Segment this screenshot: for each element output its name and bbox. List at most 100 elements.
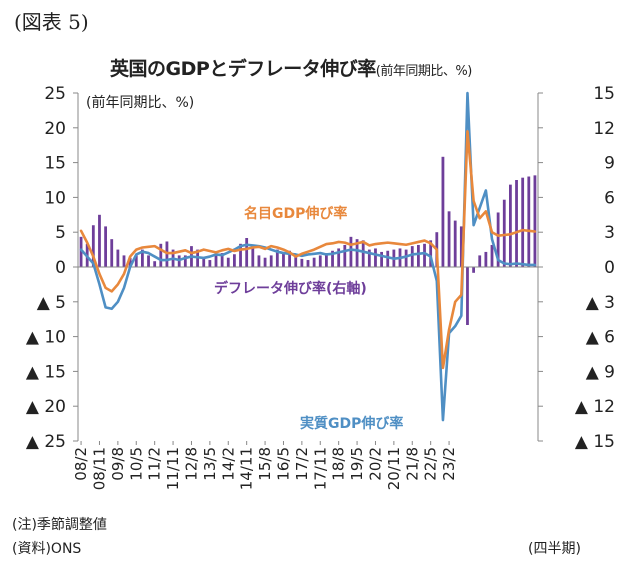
deflator-bar — [208, 260, 212, 267]
deflator-bar — [453, 220, 457, 267]
right-tick-label: 12 — [593, 119, 615, 139]
deflator-bar — [404, 249, 408, 267]
left-tick-label: 0 — [55, 258, 66, 278]
right-tick-label: ▲ 6 — [586, 328, 615, 348]
chart-title-text: 英国のGDPとデフレータ伸び率 — [110, 58, 376, 80]
right-tick-label: ▲ 9 — [586, 362, 615, 382]
deflator-bar — [521, 177, 525, 267]
deflator-bar — [275, 249, 279, 267]
annotation-deflator: デフレータ伸び率(右軸) — [214, 280, 367, 297]
figure-label: (図表 5) — [14, 10, 89, 34]
source-note: (資料)ONS — [12, 541, 82, 557]
x-tick-label: 15/8 — [256, 447, 274, 481]
deflator-bar — [226, 257, 230, 267]
chart-title: 英国のGDPとデフレータ伸び率(前年同期比、%) — [110, 54, 472, 81]
deflator-bar — [159, 243, 163, 267]
x-tick-label: 12/8 — [182, 447, 200, 481]
left-tick-label: ▲ 15 — [26, 362, 66, 382]
deflator-bar — [141, 249, 144, 267]
deflator-bar — [527, 176, 531, 267]
right-tick-label: 6 — [604, 188, 615, 208]
deflator-bar — [98, 214, 101, 267]
x-tick-label: 08/2 — [72, 447, 90, 481]
deflator-bar — [153, 261, 157, 267]
right-tick-label: 3 — [604, 223, 615, 243]
deflator-bar — [233, 254, 236, 267]
deflator-bar — [533, 175, 537, 267]
deflator-bar — [429, 240, 433, 267]
deflator-bar — [367, 249, 371, 267]
deflator-bar — [104, 226, 107, 267]
x-tick-label: 20/2 — [366, 447, 384, 481]
real-gdp-line — [79, 91, 537, 422]
deflator-bar — [472, 267, 475, 273]
deflator-bar — [361, 240, 365, 267]
x-tick-label: 11/11 — [164, 447, 182, 490]
deflator-bar — [91, 225, 95, 267]
deflator-bar — [386, 250, 390, 267]
x-tick-label: 14/2 — [219, 447, 237, 481]
right-tick-label: 0 — [604, 258, 615, 278]
deflator-bar — [374, 248, 377, 267]
x-tick-label: 21/8 — [403, 447, 421, 481]
footnote: (注)季節調整値 — [12, 517, 107, 533]
deflator-bar — [515, 180, 518, 267]
deflator-bar — [306, 260, 310, 267]
x-tick-label: 17/2 — [293, 447, 311, 481]
chart-lines — [79, 91, 537, 422]
x-tick-label: 14/11 — [238, 447, 256, 490]
left-tick-label: 10 — [44, 188, 66, 208]
period-note: (四半期) — [528, 541, 581, 557]
deflator-bar — [355, 239, 359, 267]
deflator-bar — [337, 248, 341, 267]
deflator-bar — [202, 257, 206, 267]
x-tick-label: 08/11 — [90, 447, 108, 490]
x-tick-label: 19/5 — [348, 447, 366, 481]
deflator-bar — [502, 199, 506, 267]
deflator-bar — [447, 211, 451, 267]
deflator-bar — [220, 253, 224, 267]
x-axis-ticks: 08/2 08/11 09/8 10/5 11/2 11/11 12/8 13/5 14/2 14… — [72, 441, 458, 490]
x-tick-label: 13/5 — [201, 447, 219, 481]
right-tick-label: 9 — [604, 154, 615, 174]
deflator-bar — [245, 238, 249, 267]
x-tick-label: 17/11 — [311, 447, 329, 490]
left-tick-label: ▲ 5 — [37, 293, 66, 313]
deflator-bar — [134, 255, 138, 267]
x-tick-label: 22/5 — [422, 447, 440, 481]
left-tick-label: 20 — [44, 119, 66, 139]
deflator-bar — [183, 255, 187, 267]
deflator-bar — [441, 156, 445, 267]
deflator-bar — [79, 236, 83, 267]
deflator-bar — [478, 255, 482, 267]
deflator-bar — [380, 251, 383, 267]
deflator-bar — [122, 255, 126, 267]
deflator-bar — [128, 257, 132, 267]
deflator-bar — [147, 255, 150, 267]
right-tick-label: ▲ 15 — [575, 432, 615, 452]
deflator-bar — [349, 236, 353, 267]
deflator-bar — [423, 243, 426, 267]
deflator-bar — [116, 249, 120, 267]
deflator-bar — [509, 184, 512, 267]
deflator-bar — [318, 255, 322, 267]
x-tick-label: 09/8 — [109, 447, 127, 481]
deflator-bar — [417, 244, 420, 267]
x-tick-label: 23/2 — [440, 447, 458, 481]
deflator-bar — [110, 239, 114, 267]
deflator-bar — [312, 257, 316, 267]
deflator-bar — [294, 255, 298, 267]
deflator-bar — [263, 257, 267, 267]
annotation-real-gdp: 実質GDP伸び率 — [300, 415, 403, 432]
right-axis-ticks: 15 12 9 6 3 0 ▲ 3 ▲ 6 ▲ 9 ▲ 12 ▲ 15 — [538, 84, 615, 452]
deflator-bar — [331, 250, 334, 267]
deflator-bar — [466, 267, 469, 325]
left-tick-label: 5 — [55, 223, 66, 243]
x-tick-label: 11/2 — [146, 447, 164, 481]
deflator-bar — [239, 243, 242, 267]
deflator-bar — [490, 244, 494, 267]
right-tick-label: 15 — [593, 84, 615, 104]
deflator-bar — [459, 226, 463, 267]
chart-title-unit: (前年同期比、%) — [375, 64, 473, 79]
